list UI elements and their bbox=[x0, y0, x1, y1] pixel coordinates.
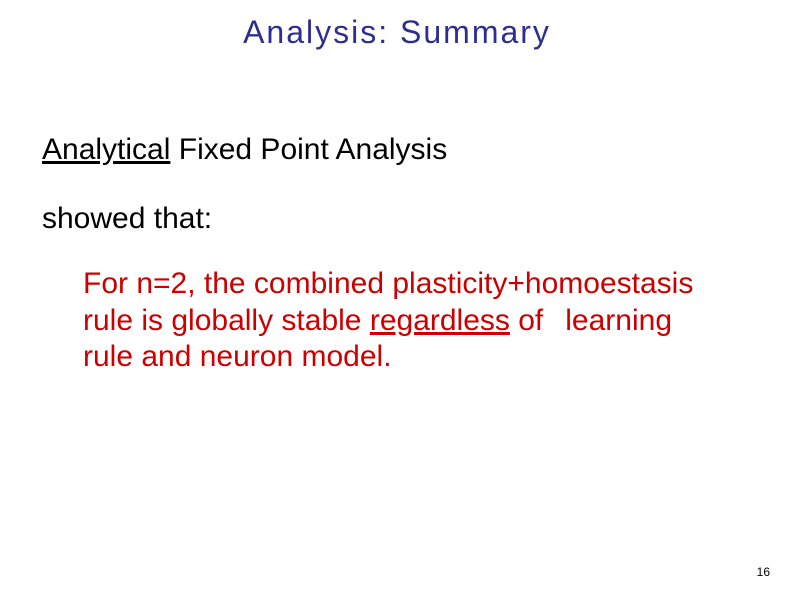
slide: Analysis: Summary Analytical Fixed Point… bbox=[0, 0, 794, 595]
heading-rest: Fixed Point Analysis bbox=[170, 133, 447, 166]
slide-heading: Analytical Fixed Point Analysis bbox=[42, 133, 447, 167]
body-mid: of bbox=[510, 304, 543, 337]
slide-subheading: showed that: bbox=[42, 202, 212, 236]
slide-title: Analysis: Summary bbox=[0, 14, 794, 51]
page-number: 16 bbox=[757, 565, 770, 579]
body-regardless: regardless bbox=[370, 304, 510, 337]
heading-underlined: Analytical bbox=[42, 133, 170, 166]
slide-body: For n=2, the combined plasticity+homoest… bbox=[83, 266, 723, 376]
